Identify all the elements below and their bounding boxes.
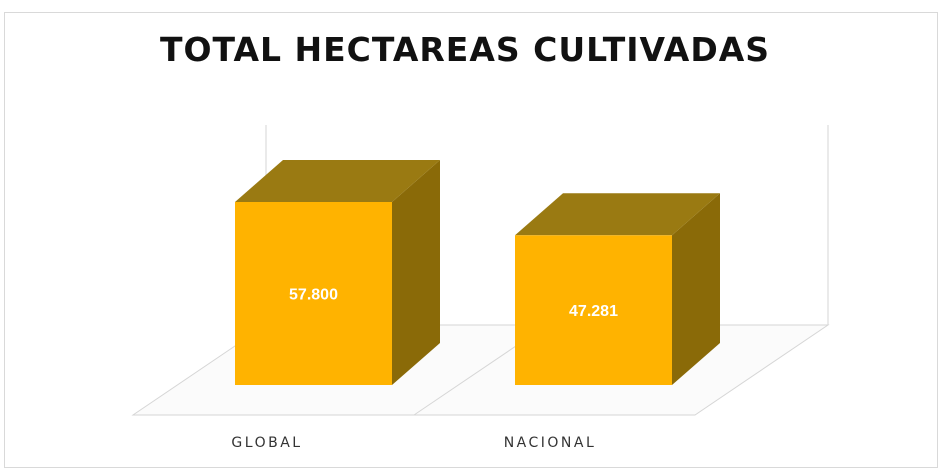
chart-title: TOTAL HECTAREAS CULTIVADAS xyxy=(159,30,771,69)
bar-nacional: 47.281 xyxy=(515,193,720,385)
bar-side-face xyxy=(672,193,720,385)
bar-top-face xyxy=(235,160,440,202)
x-tick-label: NACIONAL xyxy=(504,435,597,451)
bar-side-face xyxy=(392,160,440,385)
x-tick-label: GLOBAL xyxy=(231,435,302,451)
bar-front-face xyxy=(515,235,672,385)
bar-front-face xyxy=(235,202,392,385)
bar-global: 57.800 xyxy=(235,160,440,385)
x-axis-labels: GLOBAL NACIONAL xyxy=(231,435,597,451)
bars-group: 57.800 47.281 xyxy=(235,160,720,385)
data-label: 47.281 xyxy=(569,303,618,320)
data-label: 57.800 xyxy=(289,287,338,304)
bar-top-face xyxy=(515,193,720,236)
